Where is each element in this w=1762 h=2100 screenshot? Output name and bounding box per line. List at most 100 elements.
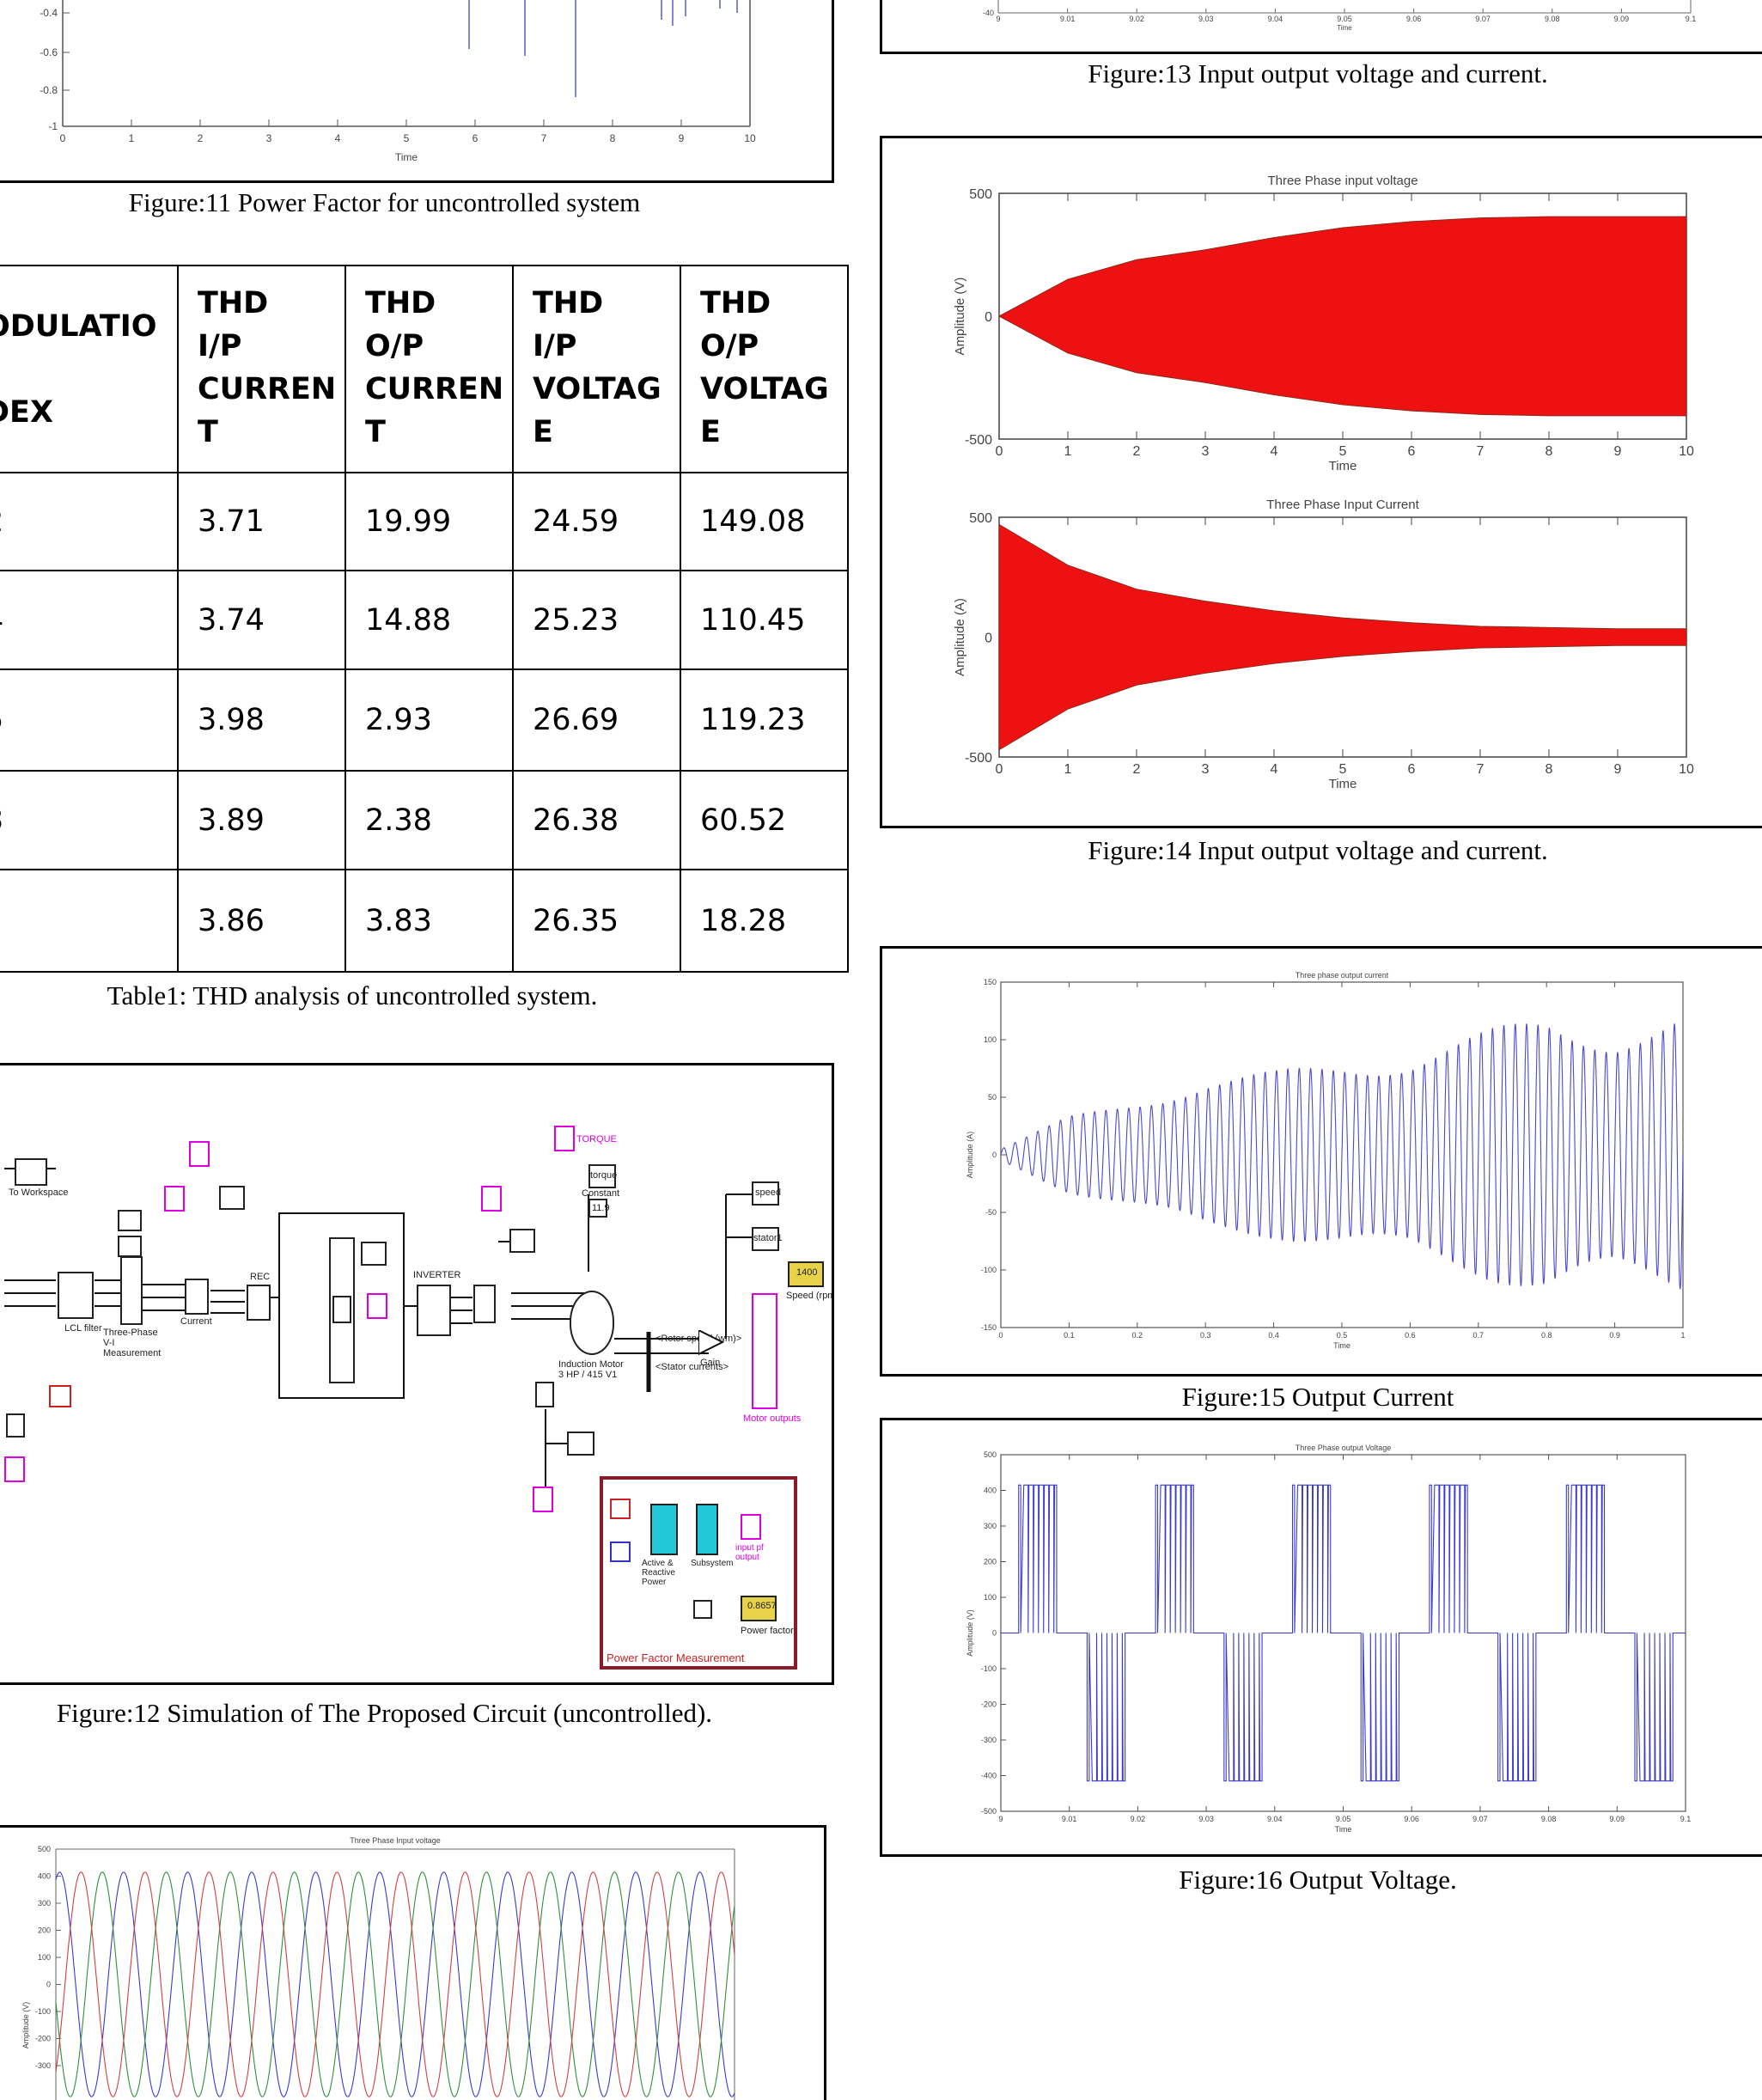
table-cell: 2: [0, 472, 179, 571]
figure11-frame: 0 1 2 3 4 5 6 7 8 9 10 -0.4 -0.6 -0.8 -1 Time: [0, 0, 834, 183]
rec-block: [247, 1285, 271, 1321]
x-tick-label: 9.02: [1129, 15, 1144, 23]
x-tick-label: 0.9: [1609, 1331, 1620, 1340]
figure14-caption: Figure:14 Input output voltage and curre…: [1088, 835, 1548, 865]
y-axis-label: Amplitude (V): [953, 278, 967, 356]
table-cell: 2.93: [344, 668, 514, 772]
x-tick-label: 8: [1546, 444, 1553, 459]
inverter-block: [417, 1285, 451, 1336]
subsystem-block: [696, 1504, 718, 1555]
table-cell: 5: [0, 668, 179, 772]
table1-caption: Table1: THD analysis of uncontrolled sys…: [107, 980, 598, 1010]
y-tick-label: -500: [965, 433, 992, 448]
goto-ib: [567, 1432, 594, 1456]
x-tick-label: 10: [744, 132, 756, 144]
pf-value: 0.8657: [747, 1601, 777, 1611]
lcl-filter-label: LCL filter: [64, 1323, 102, 1334]
voltage-trace: [1001, 1484, 1686, 1782]
motor-outputs-label: Motor outputs: [743, 1413, 802, 1424]
figure-bottom-frame: Three Phase Input voltage 500 400 300 200 100…: [0, 1825, 826, 2100]
y-tick-label: -100: [35, 2007, 51, 2016]
pf-display: [741, 1596, 777, 1621]
table-cell: 25.23: [512, 570, 681, 670]
table-header-cell: ODULATIO DEX: [0, 265, 179, 473]
y-tick-label: -200: [981, 1700, 997, 1709]
scope-is: [164, 1186, 185, 1212]
signal-envelope: [998, 523, 1687, 751]
to-workspace-label: To Workspace: [9, 1187, 69, 1198]
sum-block: [535, 1382, 554, 1407]
x-tick-label: 10: [1679, 762, 1694, 777]
y-tick-label: 0: [992, 1629, 997, 1638]
table-cell: 2.38: [344, 770, 514, 870]
x-tick-label: 9.1: [1686, 15, 1697, 23]
constant-value: 11.9: [592, 1203, 610, 1213]
subsystem-label: Subsystem: [691, 1559, 734, 1568]
input-pf-label: input pf output: [735, 1543, 764, 1562]
y-tick-label: -100: [981, 1266, 997, 1274]
x-tick-label: 0.6: [1405, 1331, 1416, 1340]
scope-ib: [533, 1486, 553, 1512]
x-tick-label: 4: [335, 132, 341, 144]
x-tick-label: 0.5: [1337, 1331, 1348, 1340]
figure15-caption: Figure:15 Output Current: [1181, 1382, 1454, 1412]
x-tick-label: 2: [1133, 762, 1141, 777]
table-cell: 119.23: [680, 668, 849, 772]
pq-label: Active & Reactive Power: [642, 1559, 675, 1587]
y-tick-label: 300: [984, 1522, 997, 1530]
x-tick-label: 9.09: [1614, 15, 1630, 23]
y-tick-label: 400: [38, 1872, 51, 1881]
x-tick-label: 9.06: [1404, 1815, 1419, 1823]
y-tick-label: 300: [38, 1899, 51, 1908]
current-meas-block: [185, 1279, 209, 1315]
x-tick-label: 4: [1271, 444, 1278, 459]
y-tick-label: -400: [981, 1772, 997, 1780]
y-tick-label: 500: [969, 187, 992, 202]
table-row: 3.86 3.83 26.35 18.28: [0, 869, 849, 973]
lcl-filter-block: [58, 1272, 94, 1319]
gain-block: [698, 1330, 724, 1356]
y-tick-label: 100: [984, 1035, 997, 1044]
block-left-vabc: [6, 1413, 25, 1438]
x-tick-label: 3: [266, 132, 272, 144]
scope-torque: [554, 1126, 575, 1151]
x-tick-label: 7: [1477, 762, 1485, 777]
vi-measurement-label: Three-Phase V-I Measurement: [103, 1328, 162, 1358]
y-axis-label: Amplitude (V): [21, 2002, 30, 2049]
constant-block: [588, 1199, 607, 1218]
table-cell: 60.52: [680, 770, 849, 870]
rec-label: REC: [250, 1272, 271, 1282]
figure-bottom-plot: Three Phase Input voltage 500 400 300 200 100…: [21, 1836, 735, 2100]
y-tick-label: -300: [35, 2061, 51, 2070]
table-cell: 3.86: [177, 869, 346, 973]
pf-label: Power factor: [741, 1626, 794, 1636]
table-header-cell: THD O/P CURREN T: [344, 265, 514, 473]
scope-motor-outputs: [752, 1293, 777, 1409]
y-tick-label: 150: [984, 978, 997, 986]
goto-torque: [588, 1164, 616, 1188]
y-tick-label: -0.6: [40, 46, 58, 58]
figure15-frame: 150 100 50 0 -50 -100 -150 0 0.1 0.2 0.3 0.4 0.5 0.6 0…: [880, 946, 1762, 1377]
x-tick-label: 0: [998, 1331, 1003, 1340]
x-tick-label: 1: [129, 132, 135, 144]
goto-iabc: [118, 1236, 142, 1257]
vdc-meas-block: [332, 1296, 351, 1323]
signal-envelope: [997, 216, 1687, 417]
y-tick-label: -1: [48, 120, 58, 132]
y-tick-label: -0.4: [40, 7, 58, 19]
table-header-cell: THD I/P VOLTAG E: [512, 265, 681, 473]
x-tick-label: 6: [1408, 444, 1416, 459]
x-tick-label: 9: [1614, 444, 1622, 459]
figure13-plot: -409 9.01 9.02 9.03 9.04 9.05 9.06 9.07 9.08 9.09…: [983, 0, 1697, 32]
scope-pf: [741, 1514, 761, 1540]
figure14-frame: 500 0 -500 0 1 2 3 4 5 6 7 8 9 10 Time Three Phase inpu…: [880, 136, 1762, 828]
stator1-label: stator1: [753, 1233, 783, 1243]
y-axis-label: Amplitude (A): [953, 598, 967, 676]
panel-title: Three Phase Input Current: [1266, 498, 1419, 512]
y-tick-label: 200: [38, 1926, 51, 1935]
y-tick-label: 500: [984, 1450, 997, 1459]
